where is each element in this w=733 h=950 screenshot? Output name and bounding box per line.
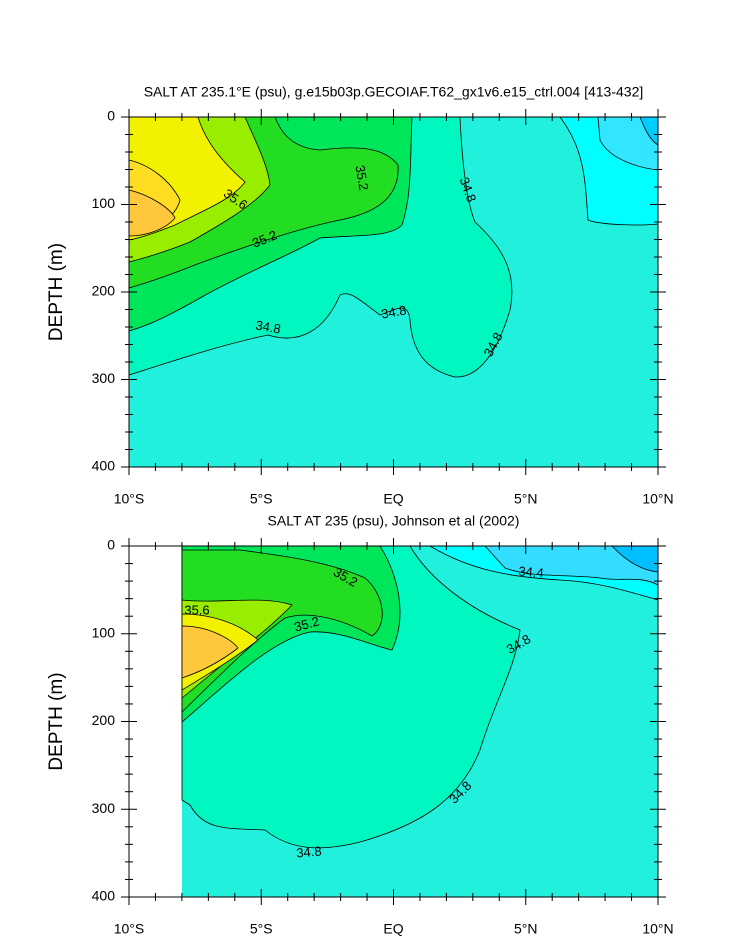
contour-label: 35.2 (352, 164, 371, 192)
x-tick-label: 10°S (114, 921, 145, 937)
y-tick-label: 400 (92, 458, 116, 474)
contour-label: 34.8 (296, 843, 323, 860)
x-tick-label: 5°N (514, 491, 538, 507)
contour-label: 34.8 (254, 317, 282, 336)
chart-title: SALT AT 235 (psu), Johnson et al (2002) (268, 513, 520, 529)
y-tick-label: 100 (92, 624, 116, 640)
x-tick-label: EQ (383, 921, 403, 937)
contour-label: 34.8 (380, 302, 408, 321)
x-tick-label: 10°N (642, 921, 673, 937)
y-tick-label: 300 (92, 370, 116, 386)
y-axis-label: DEPTH (m) (46, 672, 67, 770)
y-tick-label: 0 (107, 108, 115, 124)
y-tick-label: 0 (107, 537, 115, 553)
y-tick-label: 200 (92, 712, 116, 728)
y-axis-label: DEPTH (m) (46, 243, 67, 341)
contour-fills-1 (128, 116, 659, 467)
x-tick-label: 5°N (514, 921, 538, 937)
x-tick-label: 5°S (250, 491, 273, 507)
y-tick-label: 100 (92, 195, 116, 211)
y-tick-label: 200 (92, 283, 116, 299)
contour-fills-2 (181, 545, 659, 897)
y-tick-label: 400 (92, 888, 116, 904)
contour-label: 35.6 (184, 602, 209, 617)
x-tick-label: 5°S (250, 921, 273, 937)
x-tick-label: 10°S (114, 491, 145, 507)
chart-title: SALT AT 235.1°E (psu), g.e15b03p.GECOIAF… (144, 84, 644, 100)
contour-label: 34.4 (518, 563, 545, 580)
contour-label: 35.2 (293, 613, 321, 634)
y-tick-label: 300 (92, 800, 116, 816)
x-tick-label: EQ (383, 491, 403, 507)
x-tick-label: 10°N (642, 491, 673, 507)
